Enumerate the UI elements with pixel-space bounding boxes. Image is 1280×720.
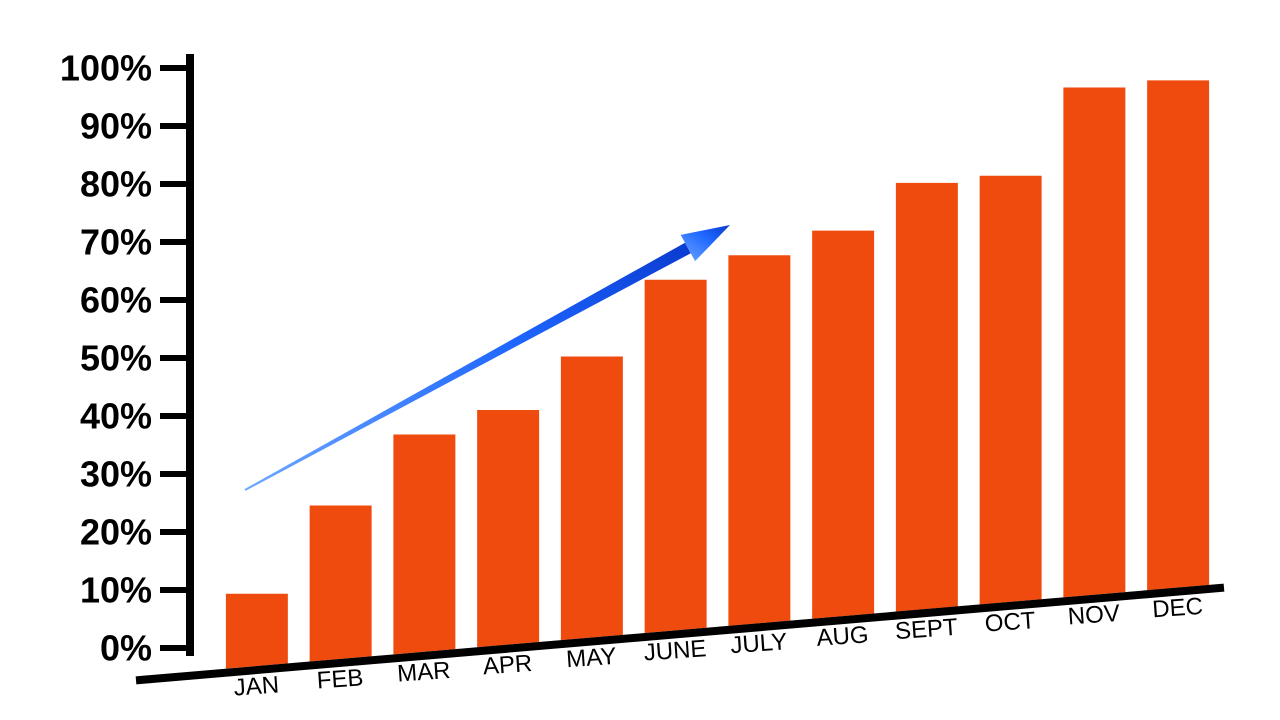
x-tick-label: AUG (816, 621, 870, 652)
x-tick-label: JAN (233, 672, 280, 702)
bar-oct (980, 176, 1042, 605)
y-tick-label: 20% (80, 512, 152, 553)
y-tick-label: 10% (80, 570, 152, 611)
bar-apr (477, 410, 539, 647)
bar-june (645, 280, 707, 633)
y-tick-label: 60% (80, 280, 152, 321)
y-tick-label: 100% (60, 48, 152, 89)
y-tick-label: 30% (80, 454, 152, 495)
bars-layer (226, 80, 1209, 668)
bar-sept (896, 183, 958, 612)
x-tick-label: JULY (730, 628, 789, 659)
bar-aug (812, 231, 874, 619)
x-tick-label: JUNE (643, 635, 707, 666)
trend-arrow-shaft (245, 243, 691, 491)
x-tick-label: MAR (396, 657, 451, 688)
x-tick-label: APR (482, 650, 533, 680)
y-tick-label: 0% (100, 628, 152, 669)
bar-nov (1063, 87, 1125, 597)
y-axis-labels: 0% 10% 20% 30% 40% 50% 60% 70% 80% 90% 100% (60, 48, 152, 669)
bar-jan (226, 594, 288, 669)
chart-stage: { "chart": { "type": "bar", "width": 128… (0, 0, 1280, 720)
y-tick-label: 40% (80, 396, 152, 437)
bar-dec (1147, 80, 1209, 590)
x-tick-label: OCT (984, 607, 1037, 637)
bar-mar (393, 435, 455, 655)
y-tick-label: 80% (80, 164, 152, 205)
y-tick-label: 50% (80, 338, 152, 379)
trend-arrow-head (681, 225, 730, 261)
bar-july (728, 255, 790, 626)
bar-feb (310, 505, 372, 661)
x-axis-labels: JAN FEB MAR APR MAY JUNE JULY AUG SEPT OCT NOV DEC (233, 593, 1204, 702)
monthly-percent-bar-chart: 0% 10% 20% 30% 40% 50% 60% 70% 80% 90% 100% JAN FEB… (0, 0, 1280, 720)
y-tick-label: 90% (80, 106, 152, 147)
x-tick-label: NOV (1067, 600, 1121, 631)
bar-may (561, 356, 623, 640)
x-tick-label: MAY (565, 643, 617, 673)
x-tick-label: SEPT (894, 614, 959, 645)
y-tick-label: 70% (80, 222, 152, 263)
x-tick-label: FEB (316, 664, 364, 694)
x-tick-label: DEC (1151, 593, 1203, 623)
